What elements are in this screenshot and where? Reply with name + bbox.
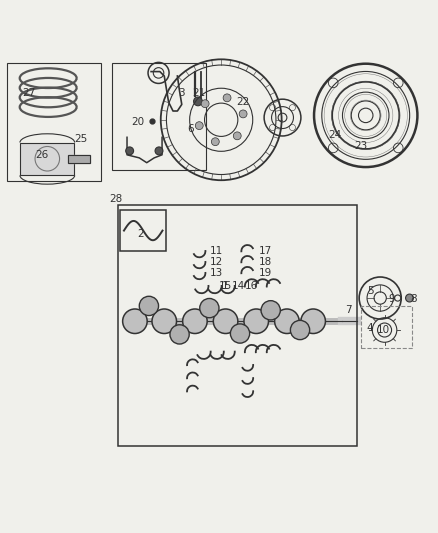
Text: 19: 19 (258, 268, 272, 278)
Text: 23: 23 (355, 141, 368, 151)
Text: 12: 12 (210, 257, 223, 267)
Text: 27: 27 (22, 88, 35, 99)
Text: 16: 16 (245, 281, 258, 291)
Text: 13: 13 (210, 268, 223, 278)
Circle shape (244, 309, 268, 334)
Circle shape (194, 97, 202, 106)
Bar (118, 205, 357, 446)
Circle shape (201, 100, 209, 108)
Text: 15: 15 (219, 281, 232, 291)
Text: 17: 17 (258, 246, 272, 256)
Text: 14: 14 (232, 281, 245, 291)
Circle shape (230, 324, 250, 343)
Text: 25: 25 (74, 134, 88, 144)
Bar (68, 155, 90, 163)
Circle shape (301, 309, 325, 334)
Text: 18: 18 (258, 257, 272, 267)
Text: 6: 6 (187, 124, 194, 134)
Circle shape (406, 294, 413, 302)
Circle shape (183, 309, 207, 334)
Circle shape (195, 122, 203, 130)
Bar (361, 306, 412, 348)
Text: 5: 5 (367, 286, 374, 296)
Circle shape (213, 309, 238, 334)
Bar (68, 155, 90, 163)
Text: 24: 24 (328, 130, 342, 140)
Text: 8: 8 (410, 294, 417, 304)
Text: 20: 20 (131, 117, 145, 127)
Bar (7, 63, 101, 181)
Text: 26: 26 (35, 150, 48, 160)
Text: 7: 7 (345, 305, 352, 316)
Circle shape (123, 309, 147, 334)
Circle shape (212, 138, 219, 146)
Circle shape (290, 320, 310, 340)
Text: 2: 2 (137, 229, 144, 239)
Circle shape (126, 147, 134, 155)
Circle shape (200, 298, 219, 318)
Bar (120, 209, 166, 251)
Bar (20, 142, 74, 175)
Text: 1: 1 (222, 281, 229, 291)
Text: 22: 22 (237, 97, 250, 107)
Circle shape (261, 301, 280, 320)
Text: 11: 11 (210, 246, 223, 256)
Text: 9: 9 (389, 294, 396, 304)
Circle shape (139, 296, 159, 316)
Circle shape (233, 132, 241, 140)
Text: 21: 21 (193, 88, 206, 99)
Text: 10: 10 (377, 325, 390, 335)
Circle shape (152, 309, 177, 334)
Bar (112, 63, 206, 170)
Text: 4: 4 (367, 323, 374, 333)
Text: 28: 28 (110, 193, 123, 204)
Circle shape (239, 110, 247, 118)
Circle shape (170, 325, 189, 344)
Text: 3: 3 (178, 88, 185, 99)
Circle shape (275, 309, 299, 334)
Circle shape (155, 147, 163, 155)
Circle shape (223, 94, 231, 102)
